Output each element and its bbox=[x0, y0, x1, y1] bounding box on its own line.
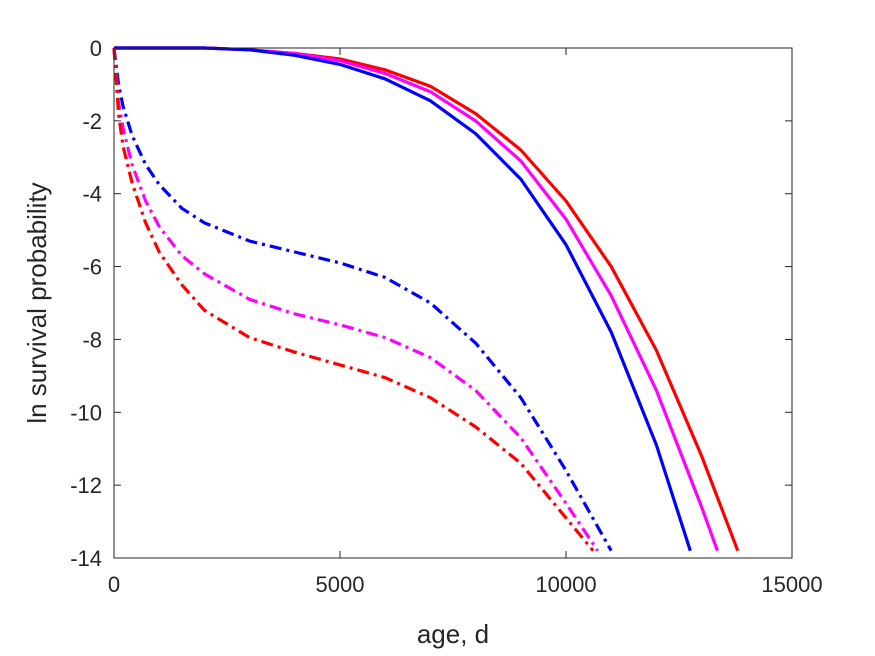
axes-box bbox=[113, 47, 793, 559]
x-tick-label: 15000 bbox=[761, 572, 822, 597]
series-line-6 bbox=[112, 47, 595, 552]
y-tick-label: -14 bbox=[70, 546, 102, 571]
x-tick-label: 10000 bbox=[535, 572, 596, 597]
y-tick-label: 0 bbox=[90, 36, 102, 61]
x-axis-label: age, d bbox=[417, 619, 489, 649]
x-tick-label: 0 bbox=[108, 572, 120, 597]
series-line-5 bbox=[112, 47, 599, 552]
x-tick-label: 5000 bbox=[316, 572, 365, 597]
y-axis-label: ln survival probability bbox=[22, 182, 52, 423]
y-tick-label: -12 bbox=[70, 473, 102, 498]
ticks-group: 0 5000 10000 15000 0 -2 -4 -6 -8 -10 -12 -14 bbox=[70, 36, 822, 597]
y-tick-label: -4 bbox=[82, 182, 102, 207]
y-tick-label: -10 bbox=[70, 400, 102, 425]
series-line-4 bbox=[112, 47, 613, 552]
y-tick-label: -2 bbox=[82, 109, 102, 134]
y-tick-label: -6 bbox=[82, 255, 102, 280]
y-tick-label: -8 bbox=[82, 327, 102, 352]
